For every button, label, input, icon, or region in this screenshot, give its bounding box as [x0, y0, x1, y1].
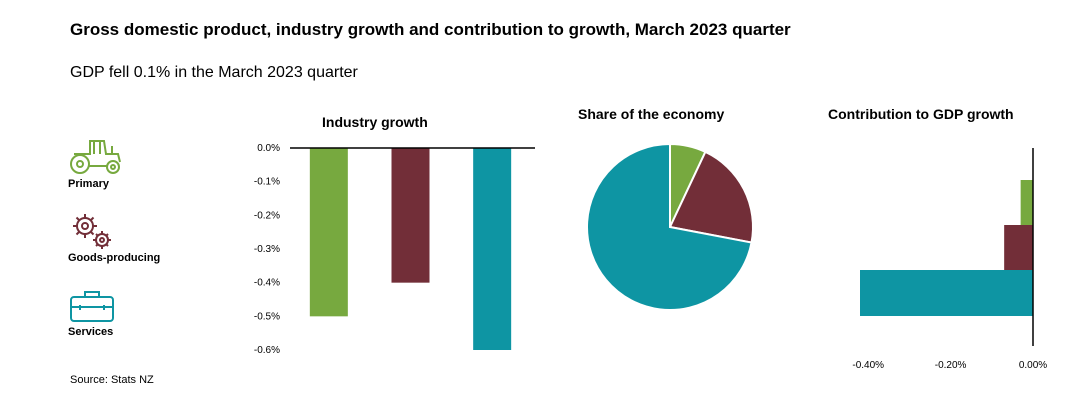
y-tick-label: -0.6%: [254, 345, 280, 356]
contribution-title: Contribution to GDP growth: [828, 106, 1014, 122]
legend-item-goods-producing: Goods-producing: [68, 210, 188, 264]
y-tick-label: -0.2%: [254, 210, 280, 221]
share-of-economy-chart: [586, 142, 754, 311]
y-tick-label: -0.4%: [254, 278, 280, 289]
pie-slice: [586, 142, 753, 311]
source-note: Source: Stats NZ: [70, 374, 154, 386]
x-tick-label: -0.40%: [852, 360, 884, 371]
legend-item-services: Services: [68, 288, 188, 338]
bar: [1020, 180, 1033, 226]
contribution-chart: -0.40% -0.20% 0.00%: [852, 148, 1047, 371]
y-tick-label: -0.1%: [254, 177, 280, 188]
x-tick-label: 0.00%: [1019, 360, 1047, 371]
bar: [1004, 225, 1033, 271]
tractor-icon: [70, 140, 121, 174]
chart-title: Gross domestic product, industry growth …: [70, 20, 791, 39]
bar: [473, 148, 512, 350]
gears-icon: [73, 214, 111, 249]
y-tick-label: -0.5%: [254, 311, 280, 322]
legend-item-primary: Primary: [68, 136, 188, 190]
industry-growth-chart: 0.0% -0.1% -0.2% -0.3% -0.4% -0.5% -0.6%: [254, 143, 535, 356]
pie-slice: [668, 150, 754, 244]
industry-growth-title: Industry growth: [322, 114, 428, 130]
legend-label: Services: [68, 326, 114, 338]
legend-label: Primary: [68, 178, 109, 190]
share-of-economy-title: Share of the economy: [578, 106, 725, 122]
chart-subtitle: GDP fell 0.1% in the March 2023 quarter: [70, 64, 358, 81]
y-tick-label: 0.0%: [257, 143, 280, 154]
x-tick-label: -0.20%: [935, 360, 967, 371]
bar: [391, 148, 430, 283]
bar: [860, 270, 1033, 316]
bar: [309, 148, 348, 317]
y-tick-label: -0.3%: [254, 244, 280, 255]
legend-label: Goods-producing: [68, 252, 161, 264]
briefcase-icon: [70, 291, 114, 322]
